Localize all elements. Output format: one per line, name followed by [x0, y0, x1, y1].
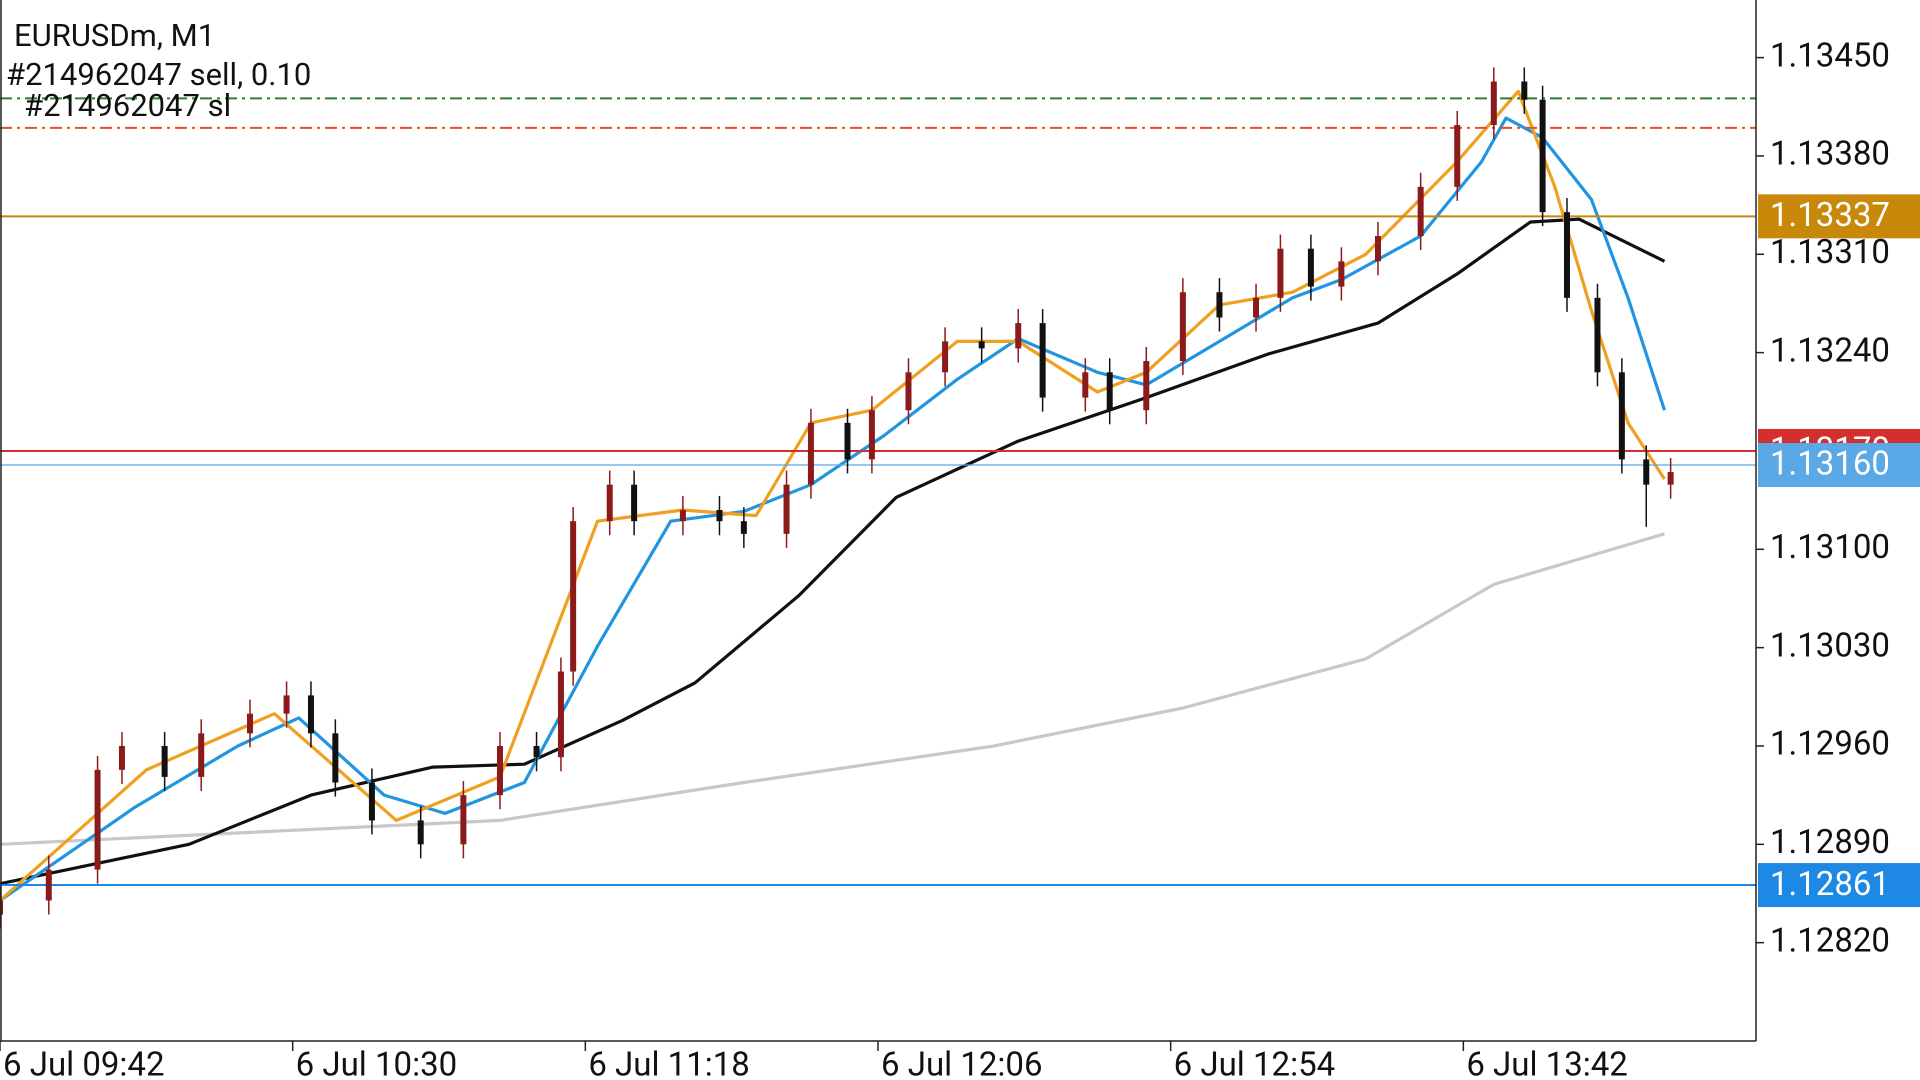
candle-body	[978, 341, 985, 349]
candle-body	[417, 820, 424, 845]
candle-body	[1618, 372, 1625, 460]
y-tick-label: 1.13100	[1770, 528, 1890, 567]
price-label-box	[1758, 863, 1920, 908]
candle-body	[45, 869, 52, 901]
candle-body	[844, 422, 851, 460]
candle-body	[716, 509, 723, 522]
candle-body	[1338, 261, 1345, 287]
moving-average	[0, 532, 1665, 846]
x-tick-label: 6 Jul 09:42	[3, 1046, 165, 1080]
candle-body	[1307, 248, 1314, 287]
candle-body	[460, 795, 467, 845]
candle-body	[1539, 99, 1546, 213]
price-label: 1.13337	[1770, 196, 1890, 235]
candle-body	[1082, 372, 1089, 398]
x-tick-label: 6 Jul 12:54	[1174, 1046, 1336, 1080]
x-tick-label: 6 Jul 11:18	[588, 1046, 750, 1080]
candle-body	[1563, 212, 1570, 298]
candle-body	[1521, 81, 1528, 100]
candle-body	[332, 733, 339, 783]
candle-body	[1594, 297, 1601, 373]
candle-body	[740, 521, 747, 534]
candle-body	[283, 695, 290, 714]
chart-title: EURUSDm, M1	[14, 17, 215, 54]
candle-body	[783, 484, 790, 534]
x-tick-label: 6 Jul 10:30	[296, 1046, 458, 1080]
trade-annotation: #214962047 sell, 0.10	[6, 56, 311, 93]
candle-body	[557, 671, 564, 758]
candle-body	[570, 521, 577, 672]
candle-body	[868, 410, 875, 460]
x-tick-label: 6 Jul 12:06	[881, 1046, 1043, 1080]
price-label-box	[1758, 194, 1920, 239]
y-tick-label: 1.13030	[1770, 626, 1890, 665]
candle-body	[1253, 297, 1260, 318]
y-tick-label: 1.13310	[1770, 233, 1890, 272]
candle-body	[307, 695, 314, 734]
y-tick-label: 1.12960	[1770, 725, 1890, 764]
candle-body	[1179, 292, 1186, 362]
candle-body	[1417, 186, 1424, 237]
candle-body	[1490, 81, 1497, 126]
candle-body	[1374, 236, 1381, 262]
moving-average	[0, 217, 1666, 886]
candle-body	[1454, 125, 1461, 187]
candle-body	[1667, 472, 1674, 485]
candle-body	[1039, 323, 1046, 398]
y-tick-label: 1.12890	[1770, 823, 1890, 862]
candle-body	[246, 713, 253, 734]
moving-average	[0, 116, 1667, 902]
candle-body	[161, 745, 168, 777]
candle-body	[679, 509, 686, 522]
candle-body	[496, 745, 503, 796]
price-label-box	[1758, 443, 1920, 488]
y-tick-label: 1.12820	[1770, 921, 1890, 960]
candle-body	[198, 733, 205, 777]
y-tick-label: 1.13380	[1770, 135, 1890, 174]
candle-body	[807, 422, 814, 485]
candle-body	[942, 341, 949, 373]
candle-body	[1106, 372, 1113, 411]
candle-body	[1277, 248, 1284, 298]
plot-area	[0, 67, 1756, 929]
price-label: 1.12861	[1770, 865, 1890, 904]
candle-body	[1216, 292, 1223, 318]
candle-body	[118, 745, 125, 770]
candle-body	[1015, 323, 1022, 349]
price-label: 1.13160	[1770, 445, 1890, 484]
candle-body	[631, 484, 638, 522]
y-tick-label: 1.13450	[1770, 36, 1890, 75]
candle-body	[606, 484, 613, 522]
trade-annotation: #214962047 sl	[24, 87, 231, 124]
candle-body	[533, 745, 540, 758]
y-tick-label: 1.13240	[1770, 331, 1890, 370]
candle-body	[905, 372, 912, 411]
candle-body	[368, 782, 375, 821]
candle-body	[94, 769, 101, 870]
candle-body	[1643, 459, 1650, 485]
x-tick-label: 6 Jul 13:42	[1466, 1046, 1628, 1080]
candle-body	[1143, 361, 1150, 411]
